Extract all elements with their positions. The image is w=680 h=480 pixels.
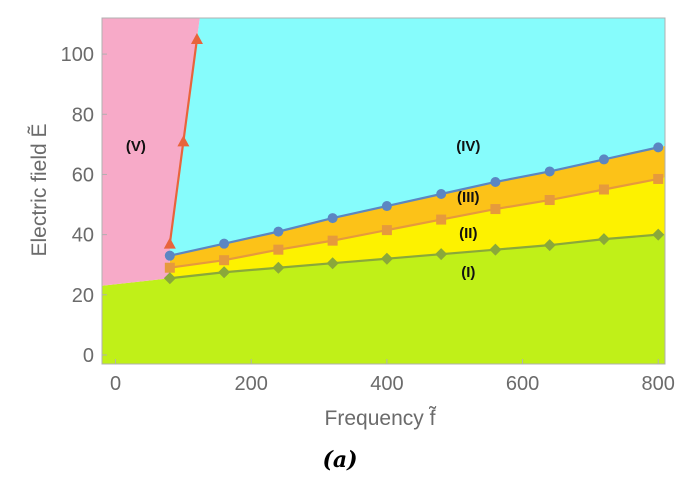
phase-regions bbox=[102, 18, 665, 364]
square-point bbox=[219, 255, 230, 266]
square-point bbox=[490, 204, 501, 215]
x-axis-title: Frequency f̃ bbox=[325, 407, 438, 430]
circle-point bbox=[164, 250, 175, 261]
diamond-point bbox=[652, 228, 665, 241]
y-tick-label: 40 bbox=[72, 225, 94, 247]
square-point bbox=[164, 262, 175, 273]
region-I-fill bbox=[102, 234, 665, 364]
series-line-square bbox=[169, 177, 659, 269]
diamond-point bbox=[489, 243, 502, 256]
diamond-point bbox=[326, 257, 339, 270]
square-point bbox=[653, 173, 664, 184]
circle-point bbox=[490, 176, 501, 187]
square-point bbox=[544, 195, 555, 206]
region-label: (V) bbox=[126, 138, 146, 155]
square-point bbox=[273, 244, 284, 255]
circle-point bbox=[327, 213, 338, 224]
circle-point bbox=[653, 142, 664, 153]
region-III-fill bbox=[169, 145, 665, 268]
x-tick-label: 400 bbox=[370, 373, 403, 395]
x-tick-label: 200 bbox=[235, 373, 268, 395]
square-point bbox=[598, 184, 609, 195]
circle-point bbox=[219, 238, 230, 249]
square-point bbox=[381, 225, 392, 236]
circle-point bbox=[544, 166, 555, 177]
region-II-fill bbox=[169, 177, 665, 279]
circle-point bbox=[381, 201, 392, 212]
region-label: (III) bbox=[457, 189, 480, 206]
region-IV-fill bbox=[168, 18, 665, 256]
figure-caption: (a) bbox=[322, 447, 357, 473]
data-markers bbox=[163, 33, 665, 285]
y-tick-label: 20 bbox=[72, 285, 94, 307]
diamond-point bbox=[218, 266, 231, 279]
series-line-diamond bbox=[169, 233, 659, 280]
circle-point bbox=[273, 226, 284, 237]
region-V-fill bbox=[102, 18, 200, 286]
triangle-point bbox=[190, 33, 203, 45]
diamond-point bbox=[163, 272, 176, 285]
y-tick-label: 60 bbox=[72, 164, 94, 186]
axis-ticks: 0 200 400 600 800 0 20 40 60 80 100 bbox=[61, 44, 675, 395]
region-label: (I) bbox=[461, 264, 475, 281]
x-tick-label: 0 bbox=[110, 373, 121, 395]
region-label: (IV) bbox=[456, 138, 480, 155]
diamond-point bbox=[543, 239, 556, 252]
region-labels: (I) (II) (III) (IV) (V) bbox=[126, 138, 480, 281]
series-line-circle bbox=[169, 146, 659, 257]
y-tick-label: 100 bbox=[61, 44, 94, 66]
x-tick-label: 800 bbox=[642, 373, 675, 395]
diamond-point bbox=[597, 233, 610, 246]
diamond-point bbox=[435, 248, 448, 261]
plot-frame bbox=[101, 17, 666, 365]
y-axis-title: Electric field Ẽ bbox=[27, 123, 51, 256]
square-point bbox=[327, 235, 338, 246]
diamond-point bbox=[272, 261, 285, 274]
square-point bbox=[436, 214, 447, 225]
circle-point bbox=[598, 154, 609, 165]
triangle-point bbox=[163, 237, 176, 249]
diamond-point bbox=[380, 252, 393, 265]
y-tick-label: 0 bbox=[83, 345, 94, 367]
y-tick-label: 80 bbox=[72, 104, 94, 126]
x-tick-label: 600 bbox=[506, 373, 539, 395]
region-label: (II) bbox=[459, 225, 477, 242]
triangle-point bbox=[177, 135, 190, 147]
circle-point bbox=[436, 189, 447, 200]
